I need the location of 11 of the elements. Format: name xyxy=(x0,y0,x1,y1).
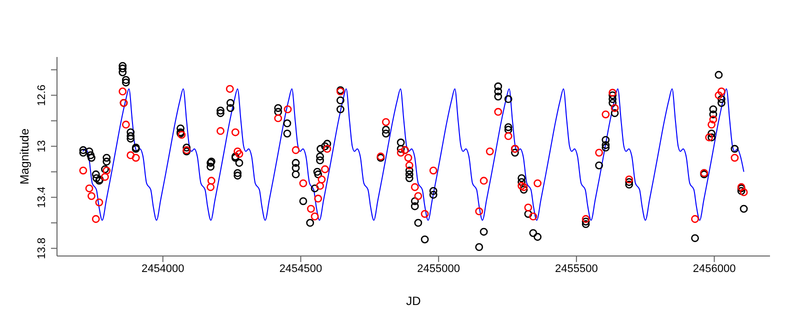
y-tick-label: 13.8 xyxy=(36,238,48,260)
x-tick-label: 2455000 xyxy=(417,262,460,275)
x-tick-label: 2454000 xyxy=(141,262,184,275)
y-tick-label: 13 xyxy=(36,140,48,152)
x-tick-label: 2455500 xyxy=(555,262,598,275)
x-axis-title: JD xyxy=(406,294,422,308)
y-axis-title: Magnitude xyxy=(17,128,32,185)
y-tick-label: 12.6 xyxy=(36,84,48,106)
x-tick-label: 2454500 xyxy=(279,262,322,275)
y-tick-label: 13.4 xyxy=(36,186,48,208)
x-tick-label: 2456000 xyxy=(692,262,736,275)
